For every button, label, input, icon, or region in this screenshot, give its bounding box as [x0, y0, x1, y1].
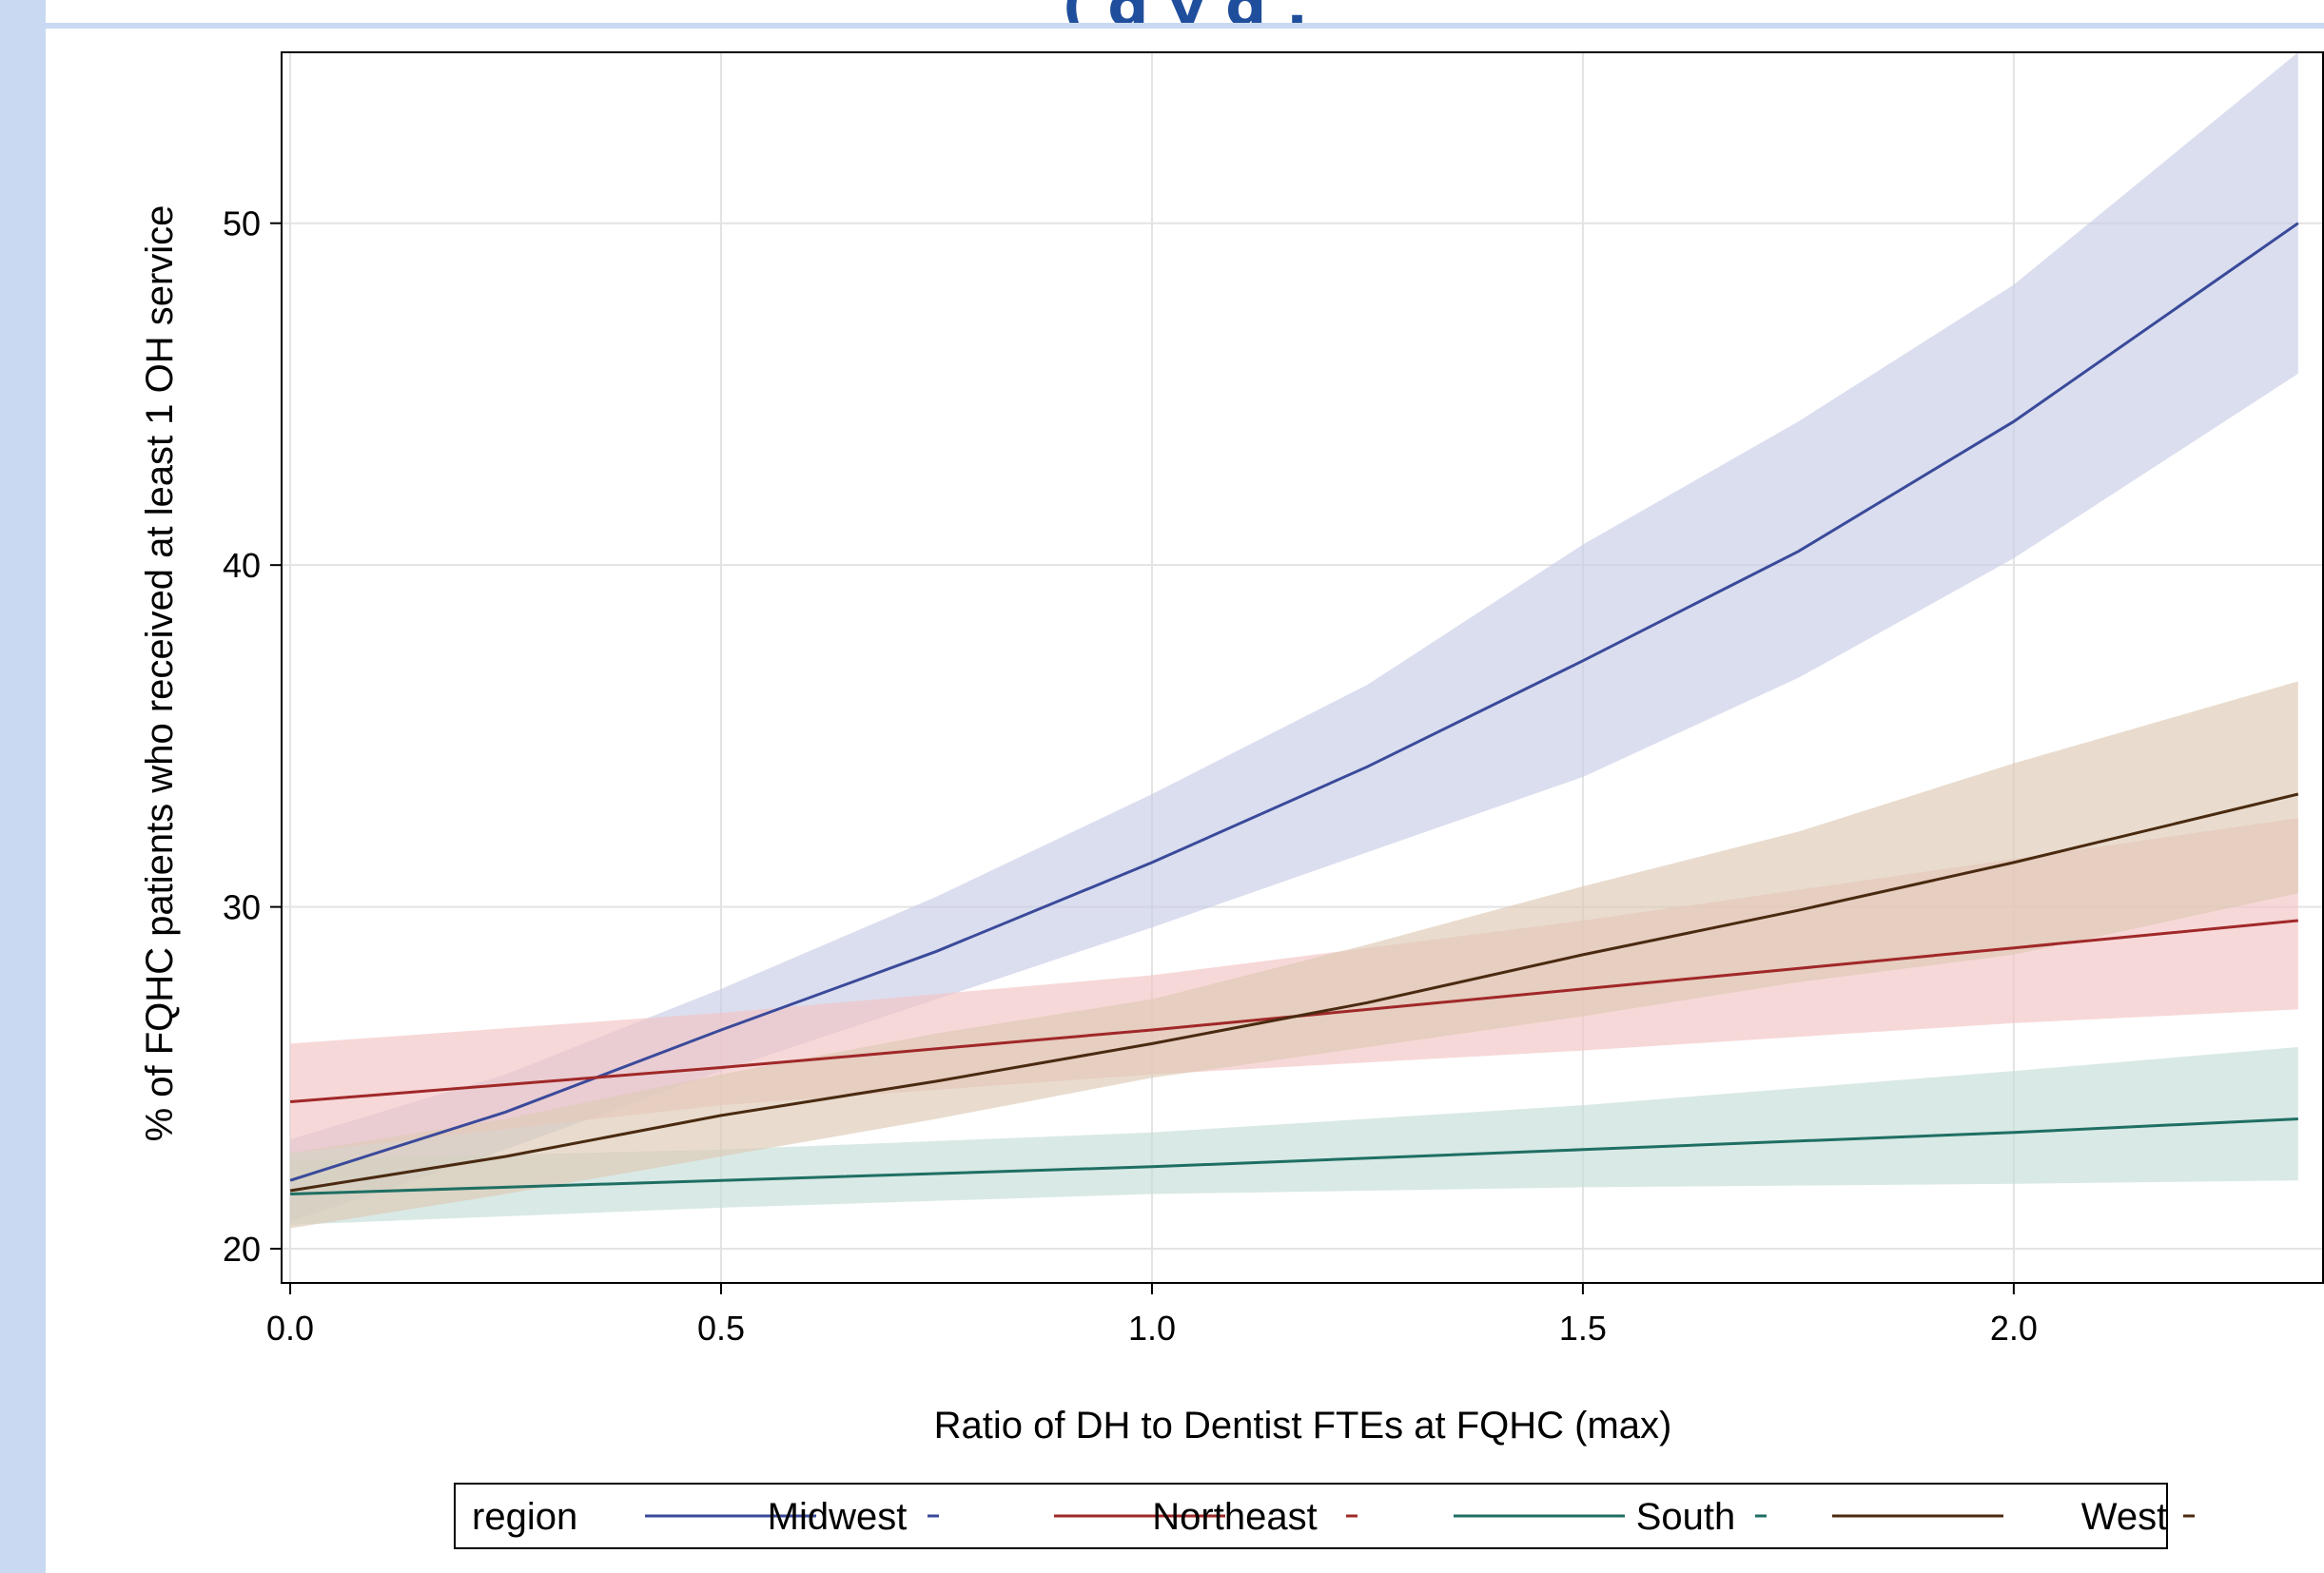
title-bar: ( g y g , [46, 0, 2324, 23]
legend-label-northeast: Northeast [1152, 1496, 1317, 1538]
confidence-band-west [290, 681, 2298, 1229]
x-tick-label: 1.5 [1559, 1309, 1607, 1348]
series-line-northeast [289, 919, 2298, 1103]
series-line-south [290, 1117, 2298, 1195]
y-tick-label: 40 [223, 546, 261, 585]
grid-lines [282, 52, 2324, 1283]
plot-area-border [281, 51, 2324, 1284]
series-line-west [289, 792, 2299, 1193]
y-tick-label: 20 [223, 1230, 261, 1269]
y-tick-label: 50 [223, 204, 261, 243]
x-tick-label: 2.0 [1990, 1309, 2038, 1348]
series-lines [289, 222, 2299, 1195]
legend: region Midwest Northeast South West [454, 1483, 2195, 1549]
cut-off-title: ( g y g , [46, 0, 2324, 23]
legend-label-south: South [1636, 1496, 1736, 1538]
confidence-band-south [290, 1047, 2298, 1225]
y-tick-label: 30 [223, 888, 261, 927]
y-axis-ticks: 20 30 40 50 [223, 204, 282, 1269]
x-axis-ticks: 0.0 0.5 1.0 1.5 2.0 [266, 1283, 2038, 1348]
chart-panel: 0.0 0.5 1.0 1.5 2.0 20 30 40 50 Ratio of DH to … [46, 29, 2324, 1573]
line-chart: 0.0 0.5 1.0 1.5 2.0 20 30 40 50 Ratio of DH to … [139, 51, 2324, 1549]
confidence-bands [290, 52, 2298, 1229]
legend-label-west: West [2081, 1496, 2167, 1538]
series-line-midwest [289, 222, 2299, 1182]
x-tick-label: 0.0 [266, 1309, 314, 1348]
y-axis-title: % of FQHC patients who received at least… [139, 205, 181, 1142]
legend-label-midwest: Midwest [768, 1496, 908, 1538]
top-strip: ( g y g , [0, 0, 2324, 23]
legend-title: region [472, 1496, 577, 1538]
x-tick-label: 1.0 [1128, 1309, 1176, 1348]
x-tick-label: 0.5 [697, 1309, 745, 1348]
x-axis-title: Ratio of DH to Dentist FTEs at FQHC (max… [934, 1405, 1672, 1447]
